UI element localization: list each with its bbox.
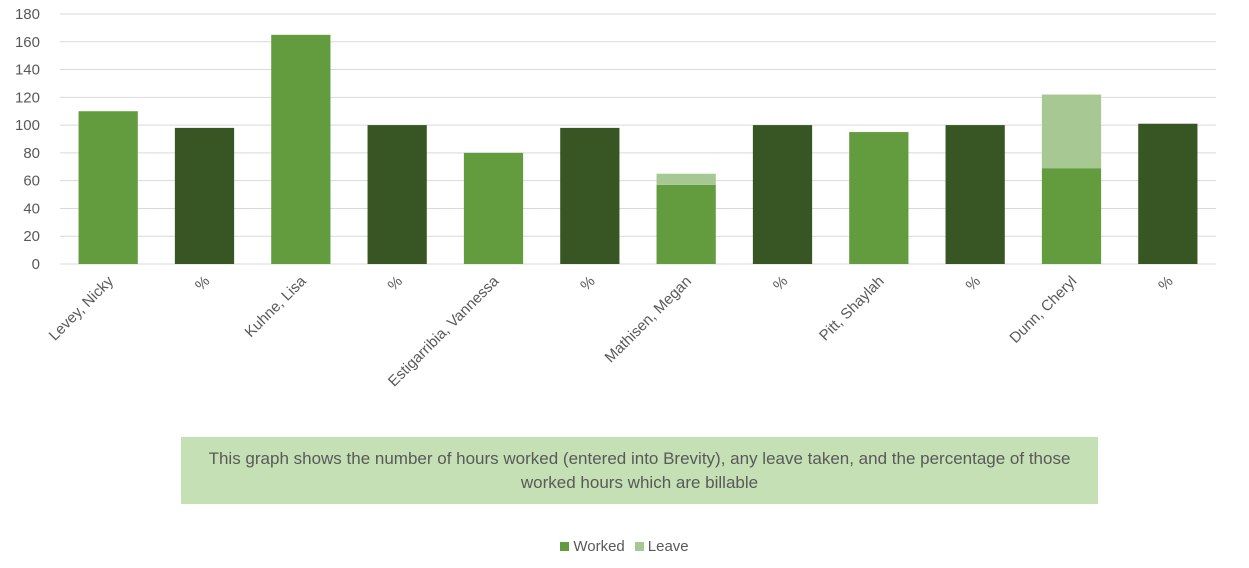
x-tick-label: Pitt, Shaylah — [816, 273, 888, 345]
bar-worked — [656, 184, 716, 264]
legend-item-worked: Worked — [560, 538, 625, 555]
legend-label-leave: Leave — [647, 538, 689, 555]
bar-percent — [945, 125, 1005, 264]
annotation-text: This graph shows the number of hours wor… — [208, 448, 1071, 492]
legend-label-worked: Worked — [573, 538, 625, 555]
chart-annotation: This graph shows the number of hours wor… — [181, 437, 1098, 504]
x-tick-label: % — [1155, 273, 1176, 294]
y-tick-label: 120 — [15, 89, 40, 106]
y-tick-label: 20 — [23, 228, 40, 245]
y-tick-label: 160 — [15, 34, 40, 51]
bar-percent — [560, 127, 620, 264]
x-tick-label: % — [192, 273, 213, 294]
legend-swatch-worked — [560, 542, 570, 551]
x-tick-label: % — [963, 273, 984, 294]
legend: Worked Leave — [0, 538, 1249, 555]
y-tick-label: 180 — [15, 6, 40, 23]
bar-leave — [656, 173, 716, 185]
y-tick-label: 40 — [23, 200, 40, 217]
x-tick-label: % — [385, 273, 406, 294]
bar-leave — [1041, 94, 1102, 169]
bar-percent — [752, 125, 813, 264]
bar-worked — [463, 152, 524, 264]
legend-swatch-leave — [634, 542, 644, 551]
chart-area: 0 20 40 60 80 100 120 140 160 180 Levey, Nicky% Kuh… — [15, 6, 1216, 390]
x-tick-label: Dunn, Cheryl — [1006, 273, 1080, 347]
x-tick-label: % — [770, 273, 791, 294]
y-tick-label: 80 — [23, 145, 40, 162]
y-tick-label: 0 — [32, 256, 40, 273]
bar-worked — [1041, 168, 1102, 264]
bar-percent — [174, 127, 235, 264]
bar-percent — [1138, 123, 1198, 264]
bar-worked — [849, 132, 909, 264]
x-tick-label: Levey, Nicky — [46, 272, 118, 344]
y-tick-label: 100 — [15, 117, 40, 134]
x-tick-label: Mathisen, Megan — [602, 273, 695, 366]
x-tick-label: Estigarribia, Vannessa — [385, 272, 503, 390]
x-tick-label: Kuhne, Lisa — [242, 272, 311, 341]
x-tick-label: % — [577, 273, 598, 294]
y-tick-label: 140 — [15, 62, 40, 79]
bar-worked — [78, 111, 138, 264]
bar-worked — [271, 34, 331, 265]
y-tick-label: 60 — [23, 173, 40, 190]
bar-percent — [367, 125, 427, 264]
legend-item-leave: Leave — [634, 538, 689, 555]
